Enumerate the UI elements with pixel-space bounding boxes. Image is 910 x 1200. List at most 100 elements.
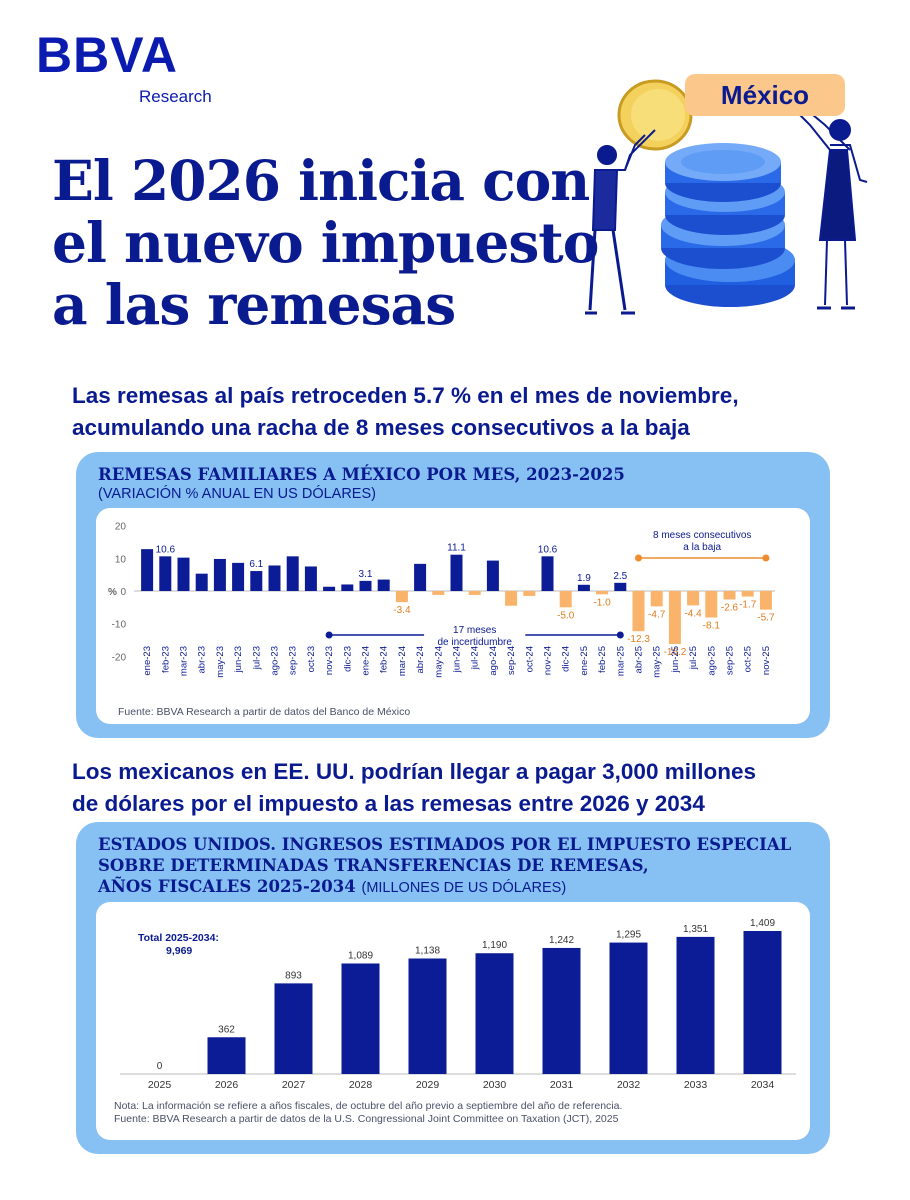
chart2-title-line: ESTADOS UNIDOS. INGRESOS ESTIMADOS POR E…	[98, 835, 792, 854]
bar	[450, 554, 463, 591]
x-tick-label: may-25	[652, 646, 663, 678]
data-label: 1,190	[482, 940, 507, 951]
data-label: -4.4	[684, 608, 702, 619]
x-tick-label: ago-25	[706, 646, 717, 676]
x-tick-label: oct-25	[743, 646, 754, 672]
y-tick-label: 10	[115, 554, 127, 565]
y-tick-label: 0	[120, 587, 126, 598]
bar	[304, 566, 317, 591]
bar	[542, 947, 581, 1074]
bar	[268, 565, 281, 591]
data-label: -5.7	[757, 613, 775, 624]
bbva-research-logo: BBVA Research	[36, 30, 226, 110]
page-title: El 2026 inicia con el nuevo impuesto a l…	[52, 150, 599, 337]
chart1-subtitle: (VARIACIÓN % ANUAL EN US DÓLARES)	[98, 486, 376, 502]
decline-label: a la baja	[683, 542, 721, 553]
x-tick-label: feb-23	[160, 646, 171, 673]
bar	[541, 556, 554, 591]
woman-figure-icon	[799, 114, 868, 310]
data-label: 1,351	[683, 924, 708, 935]
bar	[743, 931, 782, 1074]
y-axis-label: %	[108, 587, 117, 598]
x-tick-label: ene-23	[142, 646, 153, 676]
section2-title-line: de dólares por el impuesto a las remesas…	[72, 791, 705, 816]
bar	[141, 549, 154, 591]
x-tick-label: mar-23	[179, 646, 190, 676]
page-title-line: el nuevo impuesto	[52, 210, 599, 275]
data-label: 2.5	[613, 571, 627, 582]
x-tick-label: dic-23	[342, 646, 353, 672]
chart2-source: Fuente: BBVA Research a partir de datos …	[114, 1113, 619, 1125]
x-tick-label: oct-23	[306, 646, 317, 672]
chart2-title-line: SOBRE DETERMINADAS TRANSFERENCIAS DE REM…	[98, 856, 649, 875]
data-label: 1,089	[348, 950, 373, 961]
section2-title-line: Los mexicanos en EE. UU. podrían llegar …	[72, 759, 756, 784]
bar	[377, 579, 390, 591]
x-tick-label: 2025	[148, 1079, 172, 1091]
chart1-source: Fuente: BBVA Research a partir de datos …	[118, 706, 411, 718]
bar	[195, 573, 208, 591]
data-label: 1,409	[750, 918, 775, 929]
bar	[159, 556, 172, 591]
data-label: 362	[218, 1024, 235, 1035]
x-tick-label: jul-24	[470, 646, 481, 670]
chart2-total-value: 9,969	[166, 945, 193, 957]
data-label: 3.1	[359, 569, 373, 580]
x-tick-label: jul-23	[251, 646, 262, 670]
bar	[414, 563, 427, 591]
bar	[468, 591, 481, 595]
chart1-plot: 20 10 0 -10 -20% ene-23 10.6 feb-23 mar-23 abr-23…	[108, 522, 775, 678]
bar	[213, 558, 226, 591]
chart2-title-line-3: AÑOS FISCALES 2025-2034 (MILLONES DE US …	[98, 876, 791, 899]
data-label: -8.1	[703, 620, 721, 631]
bar	[650, 591, 663, 607]
data-label: -16.2	[664, 647, 687, 658]
x-tick-label: nov-23	[324, 646, 335, 675]
x-tick-label: 2031	[550, 1079, 574, 1091]
data-label: -1.7	[739, 600, 757, 611]
data-label: -5.0	[557, 610, 575, 621]
bar	[668, 591, 681, 644]
bar	[759, 591, 772, 610]
data-label: 0	[157, 1061, 163, 1072]
data-label: 1,138	[415, 946, 440, 957]
remittance-illustration: México	[585, 70, 885, 330]
x-tick-label: ene-24	[361, 646, 372, 676]
bar	[274, 983, 313, 1074]
x-tick-label: 2034	[751, 1079, 775, 1091]
x-tick-label: 2033	[684, 1079, 708, 1091]
chart2-note: Nota: La información se refiere a años f…	[114, 1100, 623, 1112]
chart1-panel: REMESAS FAMILIARES A MÉXICO POR MES, 202…	[76, 452, 830, 738]
chart2-title-years: AÑOS FISCALES 2025-2034	[98, 877, 356, 896]
section1-title-line: acumulando una racha de 8 meses consecut…	[72, 415, 690, 440]
x-tick-label: mar-25	[615, 646, 626, 676]
y-tick-label: 20	[115, 522, 127, 533]
bar	[395, 591, 408, 603]
bar	[676, 936, 715, 1074]
bbva-logo-word: BBVA	[36, 27, 178, 83]
x-tick-label: nov-24	[543, 646, 554, 675]
section2-title: Los mexicanos en EE. UU. podrían llegar …	[72, 756, 862, 820]
bar	[486, 560, 499, 591]
decline-dot	[762, 554, 770, 562]
chart2-plot: 0 2025 362 2026 893 2027 1,089 2028 1,138 2029 1,1…	[120, 918, 796, 1091]
data-label: 10.6	[156, 544, 176, 555]
bar	[577, 584, 590, 591]
bar	[250, 571, 263, 591]
chart2-panel: ESTADOS UNIDOS. INGRESOS ESTIMADOS POR E…	[76, 822, 830, 1154]
bar	[432, 591, 445, 595]
bar	[614, 582, 627, 591]
chart2-total-label: Total 2025-2034:	[138, 932, 219, 944]
x-tick-label: abr-25	[634, 646, 645, 673]
x-tick-label: oct-24	[524, 646, 535, 672]
bar	[632, 591, 645, 632]
x-tick-label: 2028	[349, 1079, 373, 1091]
bar	[207, 1037, 246, 1074]
x-tick-label: ago-24	[488, 646, 499, 676]
x-tick-label: jun-25	[670, 646, 681, 673]
page-title-line: a las remesas	[52, 272, 456, 337]
chart1-card: 20 10 0 -10 -20% ene-23 10.6 feb-23 mar-23 abr-23…	[96, 508, 810, 724]
country-badge: México	[685, 74, 845, 116]
x-tick-label: 2032	[617, 1079, 641, 1091]
x-tick-label: ago-23	[270, 646, 281, 676]
